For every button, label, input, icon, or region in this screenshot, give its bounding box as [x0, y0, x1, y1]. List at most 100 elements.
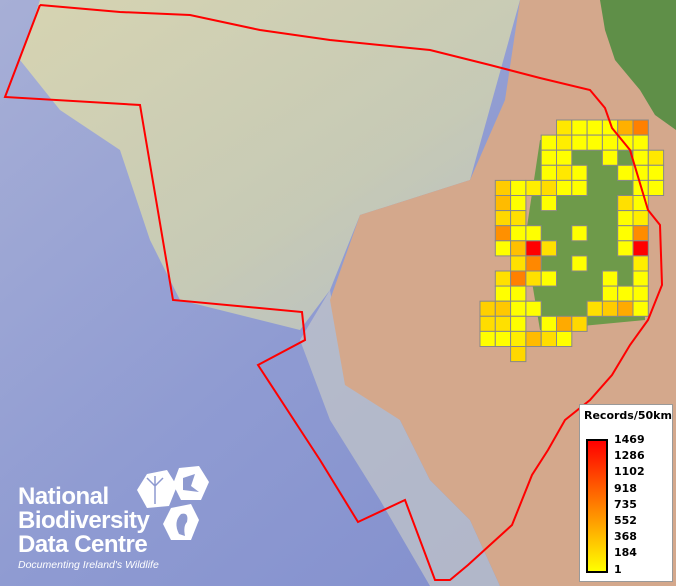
- grid-cell[interactable]: [586, 300, 603, 317]
- grid-cell[interactable]: [632, 300, 649, 317]
- grid-cell[interactable]: [540, 330, 558, 347]
- grid-cell[interactable]: [571, 225, 588, 242]
- grid-cell[interactable]: [571, 179, 588, 196]
- grid-cell[interactable]: [510, 255, 527, 272]
- legend-label: 735: [614, 497, 637, 511]
- grid-cell[interactable]: [510, 330, 527, 347]
- grid-cell[interactable]: [540, 179, 558, 196]
- grid-cell[interactable]: [586, 134, 603, 151]
- grid-cell[interactable]: [494, 285, 512, 302]
- grid-cell[interactable]: [556, 315, 573, 332]
- grid-cell[interactable]: [494, 210, 512, 227]
- grid-cell[interactable]: [494, 195, 512, 212]
- grid-cell[interactable]: [617, 240, 634, 257]
- grid-cell[interactable]: [525, 225, 542, 242]
- grid-cell[interactable]: [540, 270, 558, 287]
- grid-cell[interactable]: [632, 225, 649, 242]
- legend-color-bar: [586, 439, 608, 573]
- continental-shelf: [20, 0, 520, 330]
- grid-cell[interactable]: [617, 210, 634, 227]
- grid-cell[interactable]: [601, 134, 619, 151]
- grid-cell[interactable]: [632, 255, 649, 272]
- grid-cell[interactable]: [525, 179, 542, 196]
- grid-cell[interactable]: [556, 179, 573, 196]
- grid-cell[interactable]: [494, 330, 512, 347]
- grid-cell[interactable]: [632, 210, 649, 227]
- logo-tagline: Documenting Ireland's Wildlife: [18, 559, 159, 571]
- grid-cell[interactable]: [632, 285, 649, 302]
- grid-cell[interactable]: [510, 210, 527, 227]
- legend: Records/50km 1469 1286 1102 918 735 552 368 184…: [579, 404, 673, 582]
- grid-cell[interactable]: [525, 330, 542, 347]
- grid-cell[interactable]: [510, 270, 527, 287]
- grid-cell[interactable]: [571, 255, 588, 272]
- grid-cell[interactable]: [617, 164, 634, 181]
- grid-cell[interactable]: [494, 225, 512, 242]
- logo: National Biodiversity Data Centre Docume…: [18, 485, 159, 572]
- grid-cell[interactable]: [556, 134, 573, 151]
- grid-cell[interactable]: [510, 300, 527, 317]
- logo-line-2: Biodiversity: [18, 507, 150, 534]
- grid-cell[interactable]: [540, 134, 558, 151]
- grid-cell[interactable]: [510, 315, 527, 332]
- grid-cell[interactable]: [632, 270, 649, 287]
- grid-cell[interactable]: [601, 270, 619, 287]
- grid-cell[interactable]: [510, 195, 527, 212]
- legend-label: 1286: [614, 449, 645, 463]
- boundary-line: [3, 4, 664, 581]
- legend-label: 1469: [614, 433, 645, 446]
- grid-cell[interactable]: [525, 240, 542, 257]
- grid-cell[interactable]: [510, 346, 527, 363]
- grid-cell[interactable]: [479, 330, 496, 347]
- grid-cell[interactable]: [571, 119, 588, 136]
- grid-cell[interactable]: [556, 164, 573, 181]
- grid-cell[interactable]: [510, 179, 527, 196]
- grid-cell[interactable]: [632, 119, 649, 136]
- grid-cell[interactable]: [494, 179, 512, 196]
- legend-label: 552: [614, 514, 637, 527]
- grid-cell[interactable]: [525, 255, 542, 272]
- grid-cell[interactable]: [556, 119, 573, 136]
- grid-cell[interactable]: [617, 300, 634, 317]
- logo-line-3: Data Centre: [18, 531, 148, 558]
- grid-cell[interactable]: [510, 285, 527, 302]
- grid-cell[interactable]: [601, 149, 619, 166]
- grid-cell[interactable]: [540, 164, 558, 181]
- legend-title: Records/50km: [584, 409, 672, 422]
- grid-cell[interactable]: [586, 119, 603, 136]
- grid-cell[interactable]: [556, 149, 573, 166]
- shelf-slope: [300, 290, 500, 586]
- grid-cell[interactable]: [540, 149, 558, 166]
- grid-cell[interactable]: [510, 240, 527, 257]
- grid-cell[interactable]: [525, 300, 542, 317]
- grid-cell[interactable]: [540, 195, 558, 212]
- grid-cell[interactable]: [510, 225, 527, 242]
- grid-cell[interactable]: [617, 225, 634, 242]
- grid-cell[interactable]: [540, 240, 558, 257]
- grid-cell[interactable]: [617, 285, 634, 302]
- grid-cell[interactable]: [601, 285, 619, 302]
- grid-cell[interactable]: [494, 300, 512, 317]
- grid-cell[interactable]: [494, 240, 512, 257]
- grid-cell[interactable]: [647, 149, 665, 166]
- grid-cell[interactable]: [494, 315, 512, 332]
- grid-cell[interactable]: [571, 134, 588, 151]
- grid-cell[interactable]: [556, 330, 573, 347]
- grid-cell[interactable]: [647, 179, 665, 196]
- grid-cell[interactable]: [632, 149, 649, 166]
- grid-cell[interactable]: [494, 270, 512, 287]
- grid-cell[interactable]: [632, 134, 649, 151]
- grid-cell[interactable]: [525, 270, 542, 287]
- legend-label: 184: [614, 546, 637, 560]
- grid-cell[interactable]: [479, 300, 496, 317]
- grid-cell[interactable]: [601, 300, 619, 317]
- grid-cell[interactable]: [571, 315, 588, 332]
- grid-cell[interactable]: [540, 315, 558, 332]
- grid-cell[interactable]: [571, 164, 588, 181]
- grid-cell[interactable]: [647, 164, 665, 181]
- grid-cell[interactable]: [479, 315, 496, 332]
- grid-cell[interactable]: [617, 195, 634, 212]
- grid-cell[interactable]: [632, 240, 649, 257]
- grid-cell[interactable]: [617, 119, 634, 136]
